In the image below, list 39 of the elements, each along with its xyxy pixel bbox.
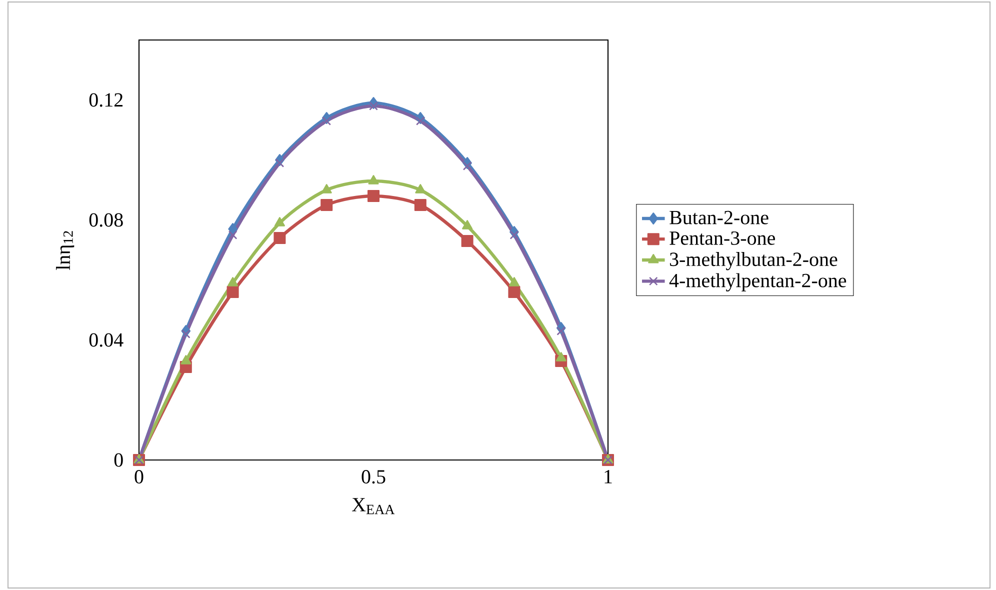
point xyxy=(321,184,332,194)
point xyxy=(556,352,566,362)
point xyxy=(228,222,238,235)
x-tick-label: 1 xyxy=(604,470,612,484)
y-axis-title: lnη$_{12}$ xyxy=(56,231,74,270)
y-tick-label: 0 xyxy=(114,453,123,467)
y-tick-label: 0.12 xyxy=(89,93,123,107)
point xyxy=(556,326,566,336)
legend-label: 4-methylpentan-2-one xyxy=(669,273,846,292)
point xyxy=(181,330,190,338)
point xyxy=(510,230,519,240)
point xyxy=(416,116,425,126)
point xyxy=(414,198,426,211)
point xyxy=(275,158,284,168)
point xyxy=(462,220,473,230)
point xyxy=(369,102,378,110)
point xyxy=(368,174,379,184)
legend-label: Butan-2-one xyxy=(670,210,768,224)
x-tick-label: 0 xyxy=(134,470,144,484)
x-tick-label: 0.5 xyxy=(362,470,386,484)
point xyxy=(274,232,286,244)
legend-label: 3-methylbutan-2-one xyxy=(670,252,838,270)
point xyxy=(368,190,380,202)
y-tick-label: 0.08 xyxy=(89,213,123,227)
point xyxy=(322,116,332,126)
y-tick-label: 0.04 xyxy=(89,333,124,347)
point xyxy=(415,184,426,194)
point xyxy=(462,162,472,170)
point xyxy=(320,198,333,211)
point xyxy=(508,286,520,298)
point xyxy=(274,216,285,226)
x-axis-title: X$_{EAA}$ xyxy=(352,498,395,514)
point xyxy=(228,230,238,240)
point xyxy=(508,276,520,286)
legend-label: Pentan-3-one xyxy=(670,231,775,245)
point xyxy=(180,354,192,364)
point xyxy=(226,286,239,298)
point xyxy=(228,276,238,286)
point xyxy=(461,234,474,247)
